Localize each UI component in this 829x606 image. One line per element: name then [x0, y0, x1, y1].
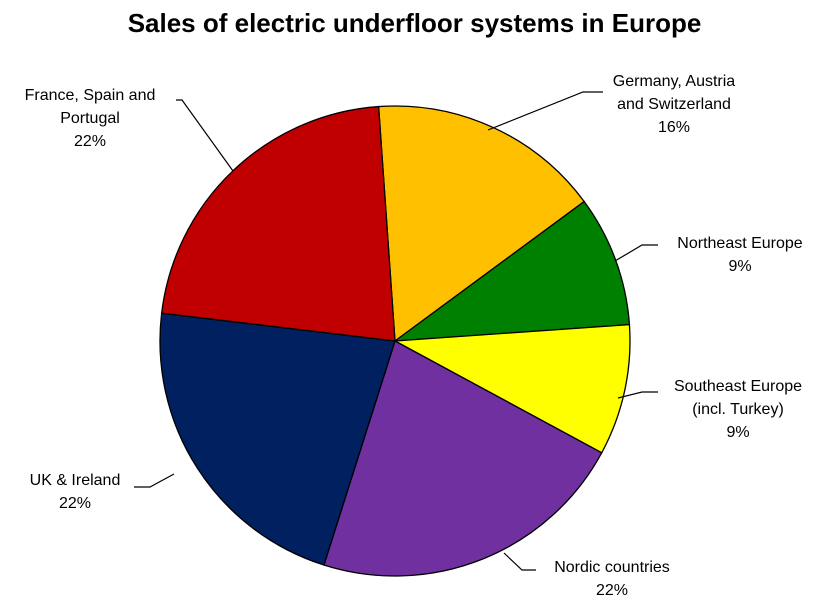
slice-percent-label: 22%	[59, 495, 91, 512]
slice-name-line: France, Spain and	[25, 87, 156, 104]
slice-label-germany-austria-and-switzerland: Germany, Austria and Switzerland 16%	[613, 73, 736, 136]
slice-label-france-spain-and-portugal: France, Spain and Portugal 22%	[25, 87, 156, 150]
leader-line-uk-ireland	[134, 473, 175, 488]
slice-name-line: Southeast Europe	[674, 378, 802, 395]
pie-slice-southeast-europe-incl-turkey	[392, 323, 631, 454]
leader-line-nordic-countries	[503, 552, 536, 571]
slice-percent-label: 9%	[726, 424, 749, 441]
pie-slice-northeast-europe	[392, 200, 631, 342]
pie-slice-nordic-countries	[323, 340, 603, 577]
slice-name-line: Portugal	[60, 110, 120, 127]
slice-label-uk-ireland: UK & Ireland 22%	[30, 472, 121, 512]
slice-percent-label: 16%	[658, 119, 690, 136]
slice-name-line: Nordic countries	[554, 559, 670, 576]
slice-name-line: and Switzerland	[617, 96, 731, 113]
chart-title: Sales of electric underfloor systems in …	[127, 8, 702, 38]
slice-percent-label: 22%	[596, 582, 628, 599]
slice-label-southeast-europe-incl-turkey: Southeast Europe (incl. Turkey) 9%	[674, 378, 802, 441]
slice-percent-label: 22%	[74, 133, 106, 150]
pie-slice-uk-ireland	[159, 312, 396, 566]
pie-slice-france-spain-and-portugal	[160, 105, 396, 342]
slice-label-nordic-countries: Nordic countries 22%	[554, 559, 670, 599]
leader-line-southeast-europe-incl-turkey	[617, 391, 658, 399]
slice-label-northeast-europe: Northeast Europe 9%	[677, 235, 803, 275]
slice-percent-label: 9%	[728, 258, 751, 275]
slice-name-line: (incl. Turkey)	[692, 401, 784, 418]
slice-name-line: Northeast Europe	[677, 235, 803, 252]
leader-line-france-spain-and-portugal	[176, 99, 234, 172]
slice-name-line: Germany, Austria	[613, 73, 736, 90]
slice-name-line: UK & Ireland	[30, 472, 121, 489]
leader-line-germany-austria-and-switzerland	[487, 91, 603, 131]
leader-line-northeast-europe	[614, 244, 658, 262]
